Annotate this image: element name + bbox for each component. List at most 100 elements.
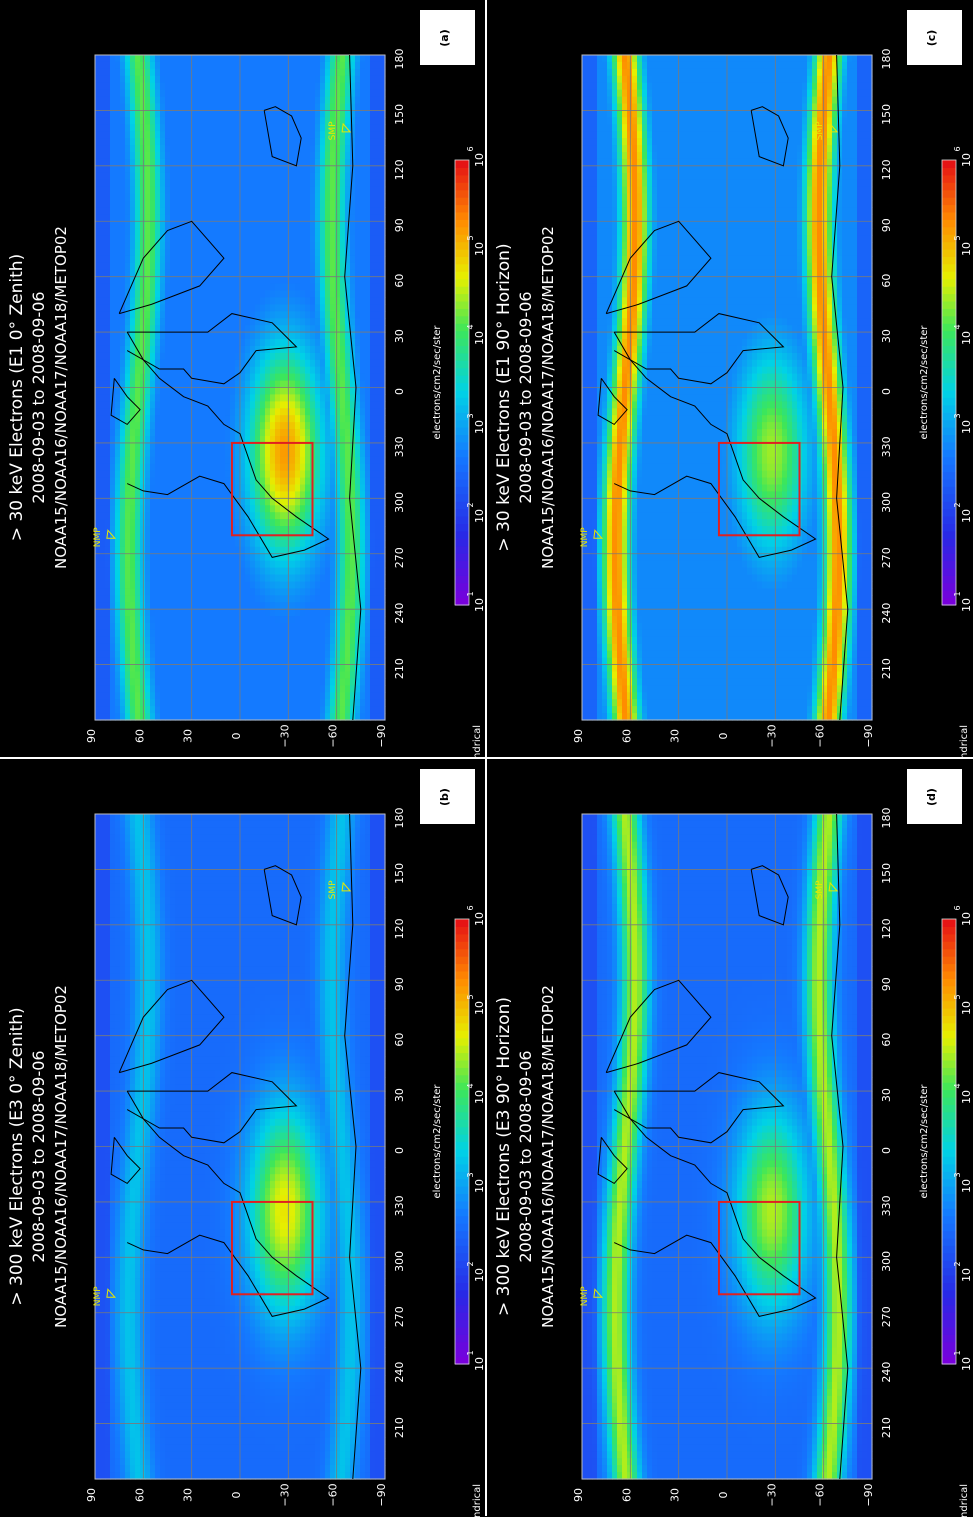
colorbar-segment: [942, 1238, 956, 1246]
colorbar-segment: [942, 1342, 956, 1350]
colorbar-segment: [942, 1142, 956, 1150]
colorbar-segment: [455, 1282, 469, 1290]
colorbar-tick-exponent: 1: [466, 591, 475, 596]
colorbar-segment: [942, 286, 956, 294]
title-line-2: 2008-09-03 to 2008-09-06: [516, 291, 535, 503]
lon-tick-label: 330: [393, 1195, 406, 1216]
lon-tick-label: 180: [393, 49, 406, 70]
lon-tick-label: 210: [880, 658, 893, 679]
lon-tick-label: 60: [393, 274, 406, 288]
colorbar-segment: [942, 1104, 956, 1112]
lat-tick-label: −90: [375, 1483, 388, 1506]
colorbar-unit-label: electrons/cm2/sec/ster: [432, 1084, 443, 1199]
colorbar-tick-exponent: 4: [466, 324, 475, 329]
colorbar-tick-exponent: 6: [466, 146, 475, 151]
smp-label: SMP: [328, 121, 338, 140]
colorbar-segment: [455, 1275, 469, 1283]
colorbar-tick-exponent: 1: [953, 1350, 962, 1355]
colorbar-segment: [455, 509, 469, 517]
colorbar-segment: [455, 397, 469, 405]
panel-label: (b): [420, 769, 475, 824]
colorbar-segment: [455, 338, 469, 346]
colorbar-segment: [455, 279, 469, 287]
colorbar-tick-exponent: 1: [953, 591, 962, 596]
colorbar-segment: [942, 538, 956, 546]
colorbar-segment: [455, 249, 469, 257]
colorbar-segment: [455, 1245, 469, 1253]
colorbar-segment: [942, 926, 956, 934]
colorbar-segment: [455, 1001, 469, 1009]
lon-tick-label: 30: [880, 1088, 893, 1102]
colorbar-segment: [942, 978, 956, 986]
colorbar-segment: [455, 464, 469, 472]
colorbar-segment: [455, 256, 469, 264]
nmp-label: NMP: [580, 527, 590, 547]
colorbar-segment: [942, 383, 956, 391]
colorbar-tick-exponent: 3: [953, 1172, 962, 1177]
colorbar-segment: [455, 1223, 469, 1231]
colorbar-segment: [942, 1216, 956, 1224]
colorbar-segment: [455, 1038, 469, 1046]
colorbar-tick-exponent: 5: [953, 235, 962, 240]
panel-label-text: (b): [438, 788, 451, 806]
colorbar-tick-exponent: 3: [953, 413, 962, 418]
colorbar-segment: [942, 1231, 956, 1239]
colorbar-segment: [455, 405, 469, 413]
colorbar-segment: [942, 1179, 956, 1187]
colorbar-segment: [942, 345, 956, 353]
lat-tick-label: 0: [230, 1492, 243, 1499]
colorbar-segment: [455, 598, 469, 606]
colorbar-tick-label: 10: [960, 1179, 973, 1193]
lat-tick-label: 60: [133, 729, 146, 743]
colorbar-segment: [455, 1104, 469, 1112]
nmp-label: NMP: [93, 527, 103, 547]
colorbar-segment: [942, 1067, 956, 1075]
lon-tick-label: 120: [880, 918, 893, 939]
lon-tick-label: 150: [393, 863, 406, 884]
colorbar-tick-label: 10: [960, 1357, 973, 1371]
colorbar-segment: [942, 1282, 956, 1290]
colorbar-tick-exponent: 2: [953, 1261, 962, 1266]
lon-tick-label: 210: [393, 658, 406, 679]
colorbar-segment: [455, 1030, 469, 1038]
colorbar-segment: [455, 1060, 469, 1068]
colorbar-segment: [455, 264, 469, 272]
panel-label-text: (a): [438, 29, 451, 46]
colorbar-segment: [942, 1001, 956, 1009]
colorbar-segment: [942, 375, 956, 383]
colorbar-segment: [942, 227, 956, 235]
lon-tick-label: 120: [393, 918, 406, 939]
colorbar-segment: [455, 479, 469, 487]
colorbar-segment: [455, 986, 469, 994]
colorbar-segment: [455, 205, 469, 213]
colorbar-segment: [942, 941, 956, 949]
colorbar-segment: [455, 486, 469, 494]
title-line-1: > 300 keV Electrons (E3 0° Zenith): [7, 1007, 27, 1305]
colorbar-segment: [942, 986, 956, 994]
colorbar-segment: [942, 457, 956, 465]
colorbar-segment: [942, 294, 956, 302]
colorbar-segment: [455, 546, 469, 554]
smp-label: SMP: [328, 880, 338, 899]
colorbar-segment: [455, 1186, 469, 1194]
colorbar-segment: [455, 1119, 469, 1127]
colorbar-segment: [942, 1112, 956, 1120]
colorbar-tick-exponent: 3: [466, 413, 475, 418]
panel-label: (d): [907, 769, 962, 824]
colorbar-segment: [455, 472, 469, 480]
colorbar-segment: [942, 205, 956, 213]
colorbar-segment: [455, 434, 469, 442]
lon-tick-label: 330: [393, 436, 406, 457]
title-line-3: NOAA15/NOAA16/NOAA17/NOAA18/METOP02: [52, 985, 70, 1328]
colorbar-segment: [455, 175, 469, 183]
colorbar-segment: [455, 949, 469, 957]
lat-tick-label: −60: [814, 724, 827, 747]
lat-tick-label: 0: [717, 733, 730, 740]
colorbar-tick-exponent: 2: [466, 502, 475, 507]
colorbar-segment: [942, 1208, 956, 1216]
colorbar-segment: [942, 494, 956, 502]
colorbar-segment: [942, 256, 956, 264]
